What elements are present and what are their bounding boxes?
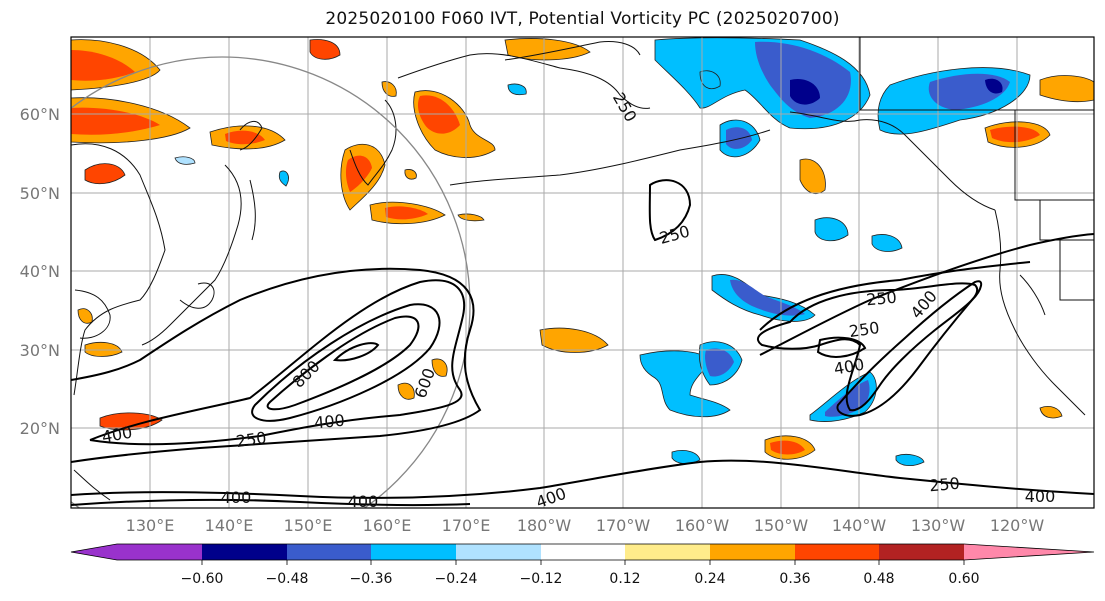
colorbar-tick-label: 0.48: [863, 571, 894, 587]
longitude-label: 170°W: [596, 516, 651, 535]
colorbar-segment: [371, 544, 456, 560]
contour-label: 400: [348, 492, 379, 511]
colorbar-left-extension: [71, 544, 117, 560]
colorbar-segment: [710, 544, 795, 560]
longitude-label: 150°E: [284, 516, 333, 535]
latitude-label: 60°N: [20, 105, 60, 124]
contour-label: 400: [832, 355, 865, 379]
graticule: [71, 37, 1094, 508]
map-area: 250 250 250 400 800 400 600 250 400 400 …: [71, 37, 1094, 511]
colorbar-segment: [117, 544, 202, 560]
colorbar-segment: [879, 544, 964, 560]
colorbar-tick-label: −0.60: [181, 571, 224, 587]
map-title: 2025020100 F060 IVT, Potential Vorticity…: [325, 9, 840, 29]
ivt-contours: [71, 179, 1094, 507]
coastlines: [71, 37, 1094, 501]
longitude-label: 130°W: [911, 516, 966, 535]
contour-label: 250: [609, 89, 641, 125]
contour-label: 400: [907, 287, 941, 323]
colorbar-tick-label: 0.60: [948, 571, 979, 587]
contour-label: 400: [221, 488, 252, 507]
colorbar-right-extension: [964, 544, 1094, 560]
contour-label: 250: [848, 318, 881, 341]
colorbar-segment: [625, 544, 710, 560]
colorbar-segment: [456, 544, 541, 560]
longitude-label: 130°E: [126, 516, 175, 535]
contour-label: 400: [313, 411, 345, 433]
longitude-label: 150°W: [754, 516, 809, 535]
latitude-label: 50°N: [20, 184, 60, 203]
map-frame: [70, 36, 1095, 509]
colorbar-tick-label: 0.36: [779, 571, 810, 587]
contour-label: 600: [411, 366, 439, 401]
colorbar-tick-label: −0.12: [520, 571, 563, 587]
contour-label: 400: [1025, 487, 1056, 506]
longitude-axis: 130°E 140°E 150°E 160°E 170°E 180°W 170°…: [126, 516, 1045, 535]
colorbar-ticks: [201, 560, 965, 565]
colorbar-segment: [202, 544, 287, 560]
colorbar-tick-label: −0.24: [435, 571, 478, 587]
longitude-label: 180°W: [517, 516, 572, 535]
reference-circle: [71, 56, 471, 508]
colorbar-outline: [70, 543, 1095, 561]
longitude-label: 160°W: [675, 516, 730, 535]
longitude-label: 160°E: [363, 516, 412, 535]
latitude-label: 20°N: [20, 419, 60, 438]
latitude-label: 40°N: [20, 262, 60, 281]
contour-label: 250: [928, 474, 960, 496]
colorbar-tick-label: −0.48: [266, 571, 309, 587]
colorbar-tick-label: −0.36: [350, 571, 393, 587]
contour-label: 250: [657, 222, 691, 248]
latitude-label: 30°N: [20, 341, 60, 360]
longitude-label: 140°E: [205, 516, 254, 535]
colorbar: −0.60 −0.48 −0.36 −0.24 −0.12 0.12 0.24 …: [70, 543, 1095, 587]
colorbar-segment: [795, 544, 879, 560]
contour-label-group: 250 250 250 400 800 400 600 250 400 400 …: [100, 89, 1056, 511]
contour-label: 250: [235, 428, 268, 451]
colorbar-segment: [541, 544, 625, 560]
colorbar-tick-label: 0.12: [609, 571, 640, 587]
colorbar-tick-label: 0.24: [694, 571, 725, 587]
longitude-label: 120°W: [990, 516, 1045, 535]
latitude-axis: 60°N 50°N 40°N 30°N 20°N: [20, 105, 60, 438]
longitude-label: 170°E: [442, 516, 491, 535]
longitude-label: 140°W: [832, 516, 887, 535]
colorbar-segment: [287, 544, 371, 560]
contour-label: 250: [865, 288, 897, 310]
